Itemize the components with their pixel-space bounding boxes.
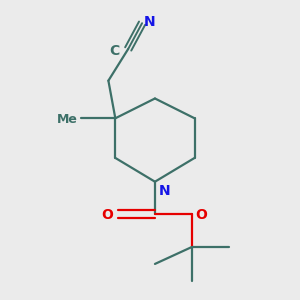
Text: N: N — [144, 15, 156, 29]
Text: O: O — [101, 208, 113, 222]
Text: N: N — [159, 184, 170, 198]
Text: Me: Me — [57, 113, 78, 126]
Text: O: O — [196, 208, 207, 222]
Text: C: C — [109, 44, 119, 58]
